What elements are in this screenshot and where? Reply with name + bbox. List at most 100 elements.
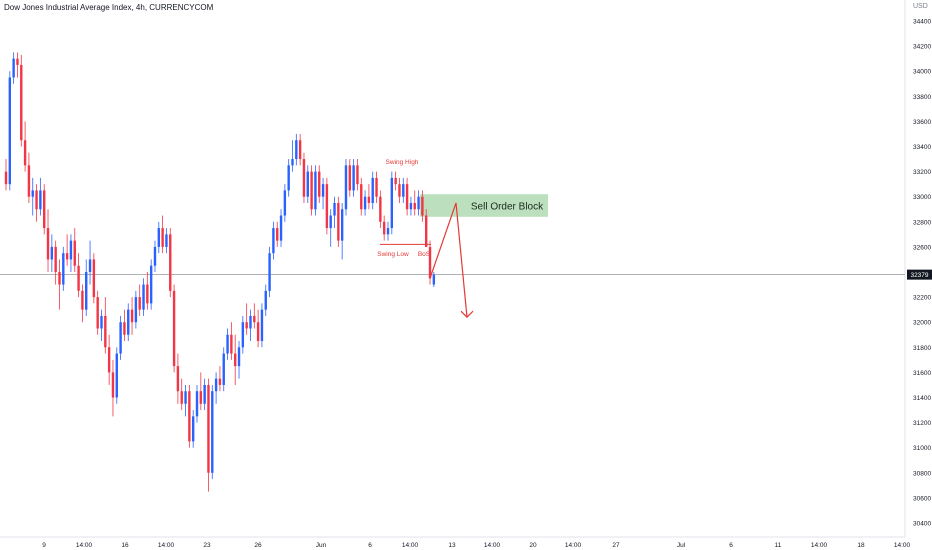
x-tick-label: 14:00 <box>76 542 93 549</box>
sell-order-block-label: Sell Order Block <box>471 201 544 212</box>
candle-body <box>264 290 267 310</box>
candle-body <box>111 372 115 398</box>
candle-body <box>344 165 348 210</box>
candle-body <box>4 171 8 185</box>
candle-body <box>62 253 65 285</box>
candle-body <box>12 58 15 78</box>
candle-body <box>214 378 218 392</box>
candle-body <box>77 265 80 291</box>
y-tick-label: 33000 <box>913 194 931 201</box>
y-tick-label: 31600 <box>913 370 931 377</box>
candle-body <box>249 315 252 329</box>
candle-body <box>428 246 432 279</box>
candle-body <box>130 309 134 323</box>
candle-body <box>398 184 401 197</box>
candle-body <box>234 353 237 367</box>
candle-body <box>35 190 38 210</box>
current-price-tag <box>907 269 932 280</box>
candle-body <box>306 171 309 197</box>
candle-body <box>260 309 264 342</box>
candle-body <box>360 184 363 210</box>
candle-body <box>425 215 428 247</box>
x-tick-label: 13 <box>448 542 456 549</box>
candle-body <box>352 165 355 191</box>
candle-body <box>203 384 206 404</box>
candle-body <box>104 315 107 348</box>
x-tick-label: Jul <box>677 542 686 549</box>
candle-body <box>379 196 382 222</box>
bos-label: BoS <box>418 251 431 258</box>
candle-body <box>340 209 344 241</box>
currency-label: USD <box>913 3 928 10</box>
y-tick-label: 32200 <box>913 295 931 302</box>
y-tick-label: 30400 <box>913 521 931 528</box>
y-tick-label: 31800 <box>913 345 931 352</box>
candle-body <box>81 290 84 310</box>
candle-body <box>226 334 229 354</box>
y-tick-label: 33600 <box>913 119 931 126</box>
x-tick-label: 14:00 <box>811 542 828 549</box>
candle-body <box>69 240 73 260</box>
x-tick-label: 14:00 <box>565 542 582 549</box>
candle-body <box>302 159 306 197</box>
candle-body <box>191 416 195 442</box>
y-tick-label: 34000 <box>913 69 931 76</box>
candle-body <box>165 234 168 247</box>
candle-body <box>207 384 210 473</box>
x-tick-label: Jun <box>316 542 327 549</box>
candle-body <box>188 391 191 442</box>
candle-body <box>367 196 371 203</box>
swing-low-label: Swing Low <box>377 251 409 258</box>
candle-body <box>100 315 103 329</box>
x-tick-label: 27 <box>612 542 620 549</box>
candle-body <box>382 221 386 235</box>
candle-body <box>272 228 275 254</box>
candle-body <box>348 165 351 191</box>
candle-body <box>153 246 157 266</box>
candle-body <box>211 391 214 473</box>
candle-body <box>115 353 118 398</box>
candle-body <box>283 190 287 216</box>
candle-body <box>241 322 245 348</box>
x-tick-label: 9 <box>42 542 46 549</box>
y-tick-label: 33200 <box>913 169 931 176</box>
candle-body <box>43 190 46 229</box>
candle-body <box>169 234 172 291</box>
y-tick-label: 30800 <box>913 470 931 477</box>
candle-body <box>314 171 317 210</box>
y-tick-label: 30600 <box>913 495 931 502</box>
candle-body <box>405 184 409 210</box>
candle-body <box>149 265 153 304</box>
candle-body <box>390 177 394 229</box>
x-tick-label: 14:00 <box>402 542 419 549</box>
candle-body <box>176 366 180 392</box>
candle-body <box>23 140 27 166</box>
y-tick-label: 31400 <box>913 395 931 402</box>
candle-body <box>413 202 416 210</box>
candle-body <box>298 140 302 160</box>
candle-body <box>157 228 160 247</box>
x-tick-label: 11 <box>775 542 782 549</box>
candle-body <box>195 391 199 417</box>
x-tick-label: 16 <box>121 542 129 549</box>
candle-body <box>54 246 57 272</box>
candle-body <box>50 246 54 260</box>
candle-body <box>337 202 340 241</box>
candle-body <box>256 322 260 342</box>
candle-body <box>73 240 76 266</box>
candle-body <box>245 322 248 329</box>
candle-body <box>237 347 241 367</box>
candle-body <box>27 165 31 197</box>
candle-body <box>253 315 256 323</box>
candle-body <box>291 159 294 166</box>
candle-body <box>218 378 222 385</box>
candle-body <box>394 177 397 185</box>
candle-body <box>142 284 145 310</box>
y-tick-label: 32800 <box>913 219 931 226</box>
x-tick-label: 26 <box>254 542 262 549</box>
candle-body <box>39 190 42 210</box>
candle-body <box>421 196 424 216</box>
candle-body <box>318 171 321 197</box>
